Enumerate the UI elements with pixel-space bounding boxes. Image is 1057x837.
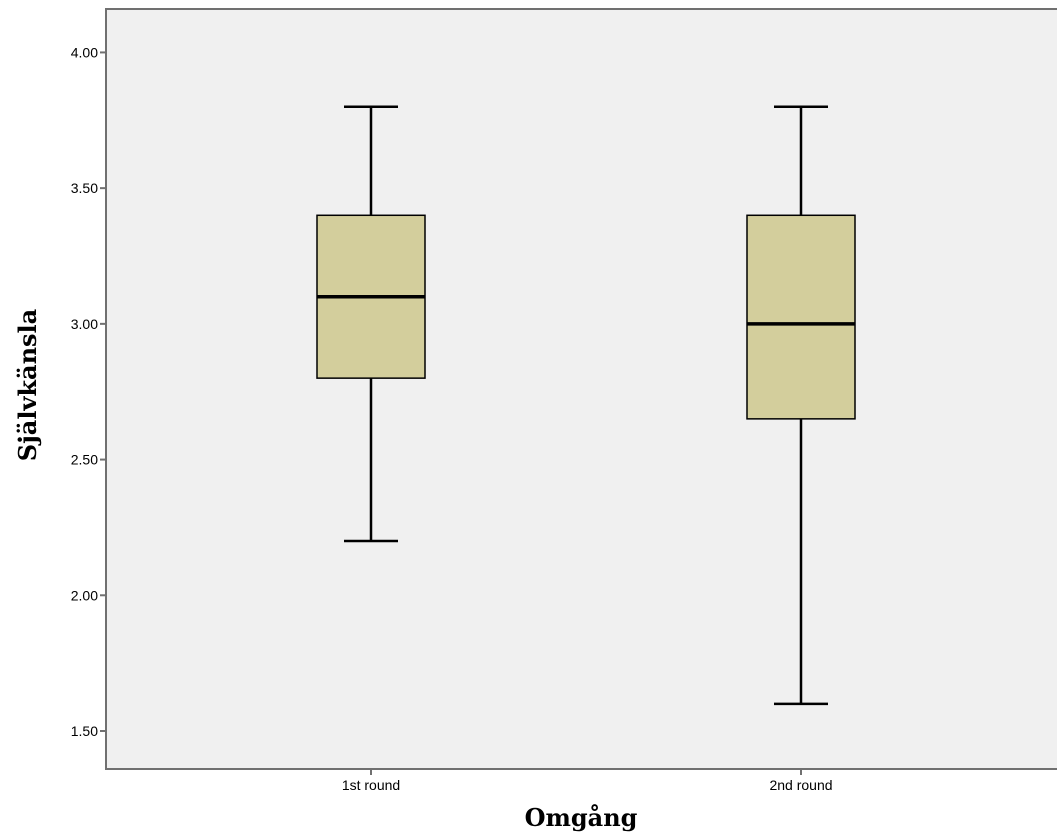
y-tick-label: 3.50 — [71, 180, 98, 196]
y-tick-label: 2.00 — [71, 587, 98, 603]
x-axis-title: Omgång — [525, 803, 638, 832]
box-1 — [316, 105, 426, 543]
plot-area — [105, 8, 1057, 770]
x-axis: 1st round 2nd round — [342, 769, 833, 793]
y-tick-label: 2.50 — [71, 452, 98, 468]
box-iqr — [746, 214, 856, 420]
y-tick-label: 3.00 — [71, 316, 98, 332]
y-tick-label: 1.50 — [71, 723, 98, 739]
x-tick-label: 2nd round — [769, 777, 832, 793]
y-axis: 4.00 3.50 3.00 2.50 2.00 1.50 — [71, 44, 106, 739]
x-tick-label: 1st round — [342, 777, 400, 793]
box-2 — [746, 105, 856, 706]
y-tick-label: 4.00 — [71, 44, 98, 60]
y-axis-title: Självkänsla — [13, 309, 42, 461]
boxes — [316, 105, 856, 706]
